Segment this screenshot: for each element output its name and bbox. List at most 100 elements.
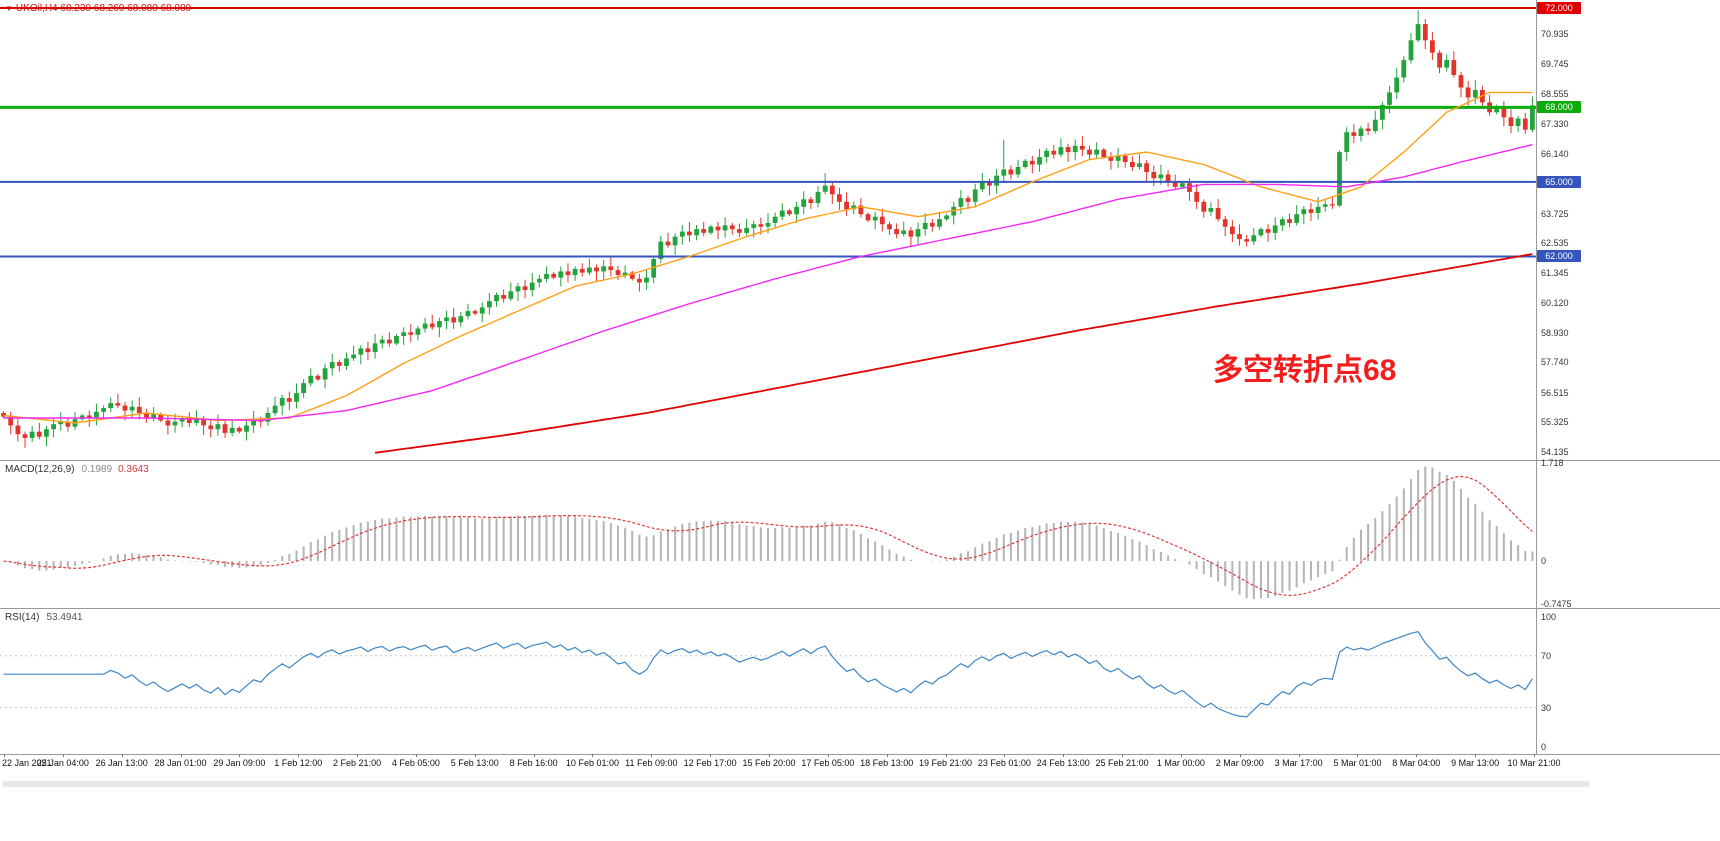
- time-tick: [1475, 754, 1477, 757]
- time-axis-label: 24 Feb 13:00: [1036, 758, 1090, 768]
- time-axis-label: 4 Feb 05:00: [391, 758, 440, 768]
- rsi-axis-label: 100: [1541, 611, 1557, 622]
- time-tick: [1357, 754, 1359, 757]
- time-tick: [1122, 754, 1124, 757]
- macd-axis-label: 0: [1541, 556, 1547, 567]
- time-tick: [827, 754, 829, 757]
- time-tick: [1416, 754, 1418, 757]
- horizontal-scrollbar[interactable]: [2, 781, 1590, 787]
- macd-axis-label: 1.718: [1541, 457, 1564, 468]
- down-triangle-icon: ▼: [5, 4, 13, 13]
- price-axis-label: 58.930: [1541, 327, 1569, 338]
- time-tick: [945, 754, 947, 757]
- price-axis-label: 62.535: [1541, 238, 1569, 249]
- rsi-indicator-label: RSI(14) 53.4941: [5, 612, 83, 623]
- rsi-axis-label: 70: [1541, 650, 1552, 661]
- time-tick: [651, 754, 653, 757]
- macd-name: MACD(12,26,9): [5, 464, 75, 475]
- time-tick: [357, 754, 359, 757]
- time-axis-label: 5 Mar 01:00: [1333, 758, 1382, 768]
- symbol-period-label: UKOil,H4: [15, 3, 58, 14]
- time-tick: [1180, 754, 1182, 757]
- time-axis-label: 15 Feb 20:00: [742, 758, 796, 768]
- price-axis-label: 61.345: [1541, 267, 1569, 278]
- time-axis-label: 11 Feb 09:00: [625, 758, 678, 768]
- time-axis-label: 23 Feb 01:00: [977, 758, 1031, 768]
- macd-indicator-label: MACD(12,26,9) 0.1989 0.3643: [5, 464, 149, 475]
- time-axis-label: 2 Feb 21:00: [333, 758, 382, 768]
- axis-border: [1536, 0, 1537, 755]
- rsi-level-lines: [0, 655, 1536, 709]
- time-tick: [886, 754, 888, 757]
- time-tick: [1298, 754, 1300, 757]
- price-level-marker: 62.000: [1537, 250, 1581, 263]
- panel-separator[interactable]: [0, 608, 1720, 609]
- price-level-marker: 68.000: [1537, 101, 1581, 114]
- macd-main-value: 0.1989: [81, 464, 113, 475]
- price-axis[interactable]: 70.935 69.745 68.555 67.330 66.140 63.725 62.5…: [1537, 0, 1601, 775]
- time-tick: [1004, 754, 1006, 757]
- time-axis[interactable]: 22 Jan 2021 25 Jan 04:00 26 Jan 13:00 28 Ja…: [0, 754, 1720, 773]
- time-axis-label: 5 Feb 13:00: [450, 758, 499, 768]
- ohlc-values: 68.230 68.260 68.080 68.080: [60, 3, 192, 14]
- price-level-marker: 65.000: [1537, 175, 1581, 188]
- rsi-axis-label: 30: [1541, 702, 1552, 713]
- time-tick: [474, 754, 476, 757]
- time-tick: [62, 754, 64, 757]
- time-axis-label: 8 Feb 16:00: [509, 758, 558, 768]
- time-axis-label: 1 Feb 12:00: [274, 758, 323, 768]
- chart-title: ▼ UKOil,H4 68.230 68.260 68.080 68.080: [5, 3, 191, 14]
- time-tick: [533, 754, 535, 757]
- time-axis-label: 10 Mar 21:00: [1507, 758, 1561, 768]
- time-tick: [592, 754, 594, 757]
- time-tick: [4, 754, 5, 757]
- macd-signal-value: 0.3643: [118, 464, 149, 475]
- time-tick: [180, 754, 182, 757]
- price-axis-label: 60.120: [1541, 298, 1569, 309]
- time-axis-label: 25 Jan 04:00: [36, 758, 89, 768]
- ma-slow-line: [374, 253, 1533, 454]
- ma-mid-line: [3, 143, 1533, 422]
- time-axis-label: 9 Mar 13:00: [1451, 758, 1500, 768]
- price-axis-label: 68.555: [1541, 88, 1569, 99]
- rsi-line: [3, 631, 1533, 718]
- rsi-name: RSI(14): [5, 612, 40, 623]
- time-axis-label: 17 Feb 05:00: [801, 758, 855, 768]
- price-axis-label: 56.515: [1541, 387, 1569, 398]
- time-axis-label: 2 Mar 09:00: [1215, 758, 1264, 768]
- macd-signal-line: [3, 475, 1533, 597]
- time-axis-label: 8 Mar 04:00: [1392, 758, 1441, 768]
- ma-fast-line: [3, 91, 1533, 424]
- time-axis-label: 28 Jan 01:00: [154, 758, 207, 768]
- time-tick: [298, 754, 300, 757]
- price-axis-label: 69.745: [1541, 58, 1569, 69]
- time-axis-label: 10 Feb 01:00: [565, 758, 619, 768]
- time-axis-label: 19 Feb 21:00: [919, 758, 973, 768]
- time-tick: [1534, 754, 1535, 757]
- macd-histogram: [9, 466, 1534, 600]
- price-level-marker: 72.000: [1537, 1, 1581, 14]
- rsi-value: 53.4941: [46, 612, 83, 623]
- time-axis-label: 3 Mar 17:00: [1274, 758, 1323, 768]
- chart-annotation: 多空转折点68: [1213, 354, 1397, 387]
- price-axis-label: 54.135: [1541, 446, 1569, 457]
- time-axis-label: 25 Feb 21:00: [1095, 758, 1149, 768]
- time-tick: [239, 754, 241, 757]
- time-tick: [415, 754, 417, 757]
- panel-separator[interactable]: [0, 460, 1720, 461]
- price-axis-label: 57.740: [1541, 357, 1569, 368]
- time-tick: [769, 754, 770, 757]
- level-lines-layer: [0, 6, 1536, 258]
- price-axis-label: 67.330: [1541, 119, 1569, 129]
- panel-separator[interactable]: [0, 754, 1720, 755]
- time-tick: [1239, 754, 1241, 757]
- price-axis-label: 63.725: [1541, 208, 1569, 219]
- time-axis-label: 12 Feb 17:00: [683, 758, 737, 768]
- time-axis-label: 18 Feb 13:00: [860, 758, 914, 768]
- time-axis-label: 1 Mar 00:00: [1156, 758, 1205, 768]
- candles-layer: [1, 10, 1535, 448]
- price-axis-label: 66.140: [1541, 148, 1569, 159]
- price-axis-label: 70.935: [1541, 29, 1569, 40]
